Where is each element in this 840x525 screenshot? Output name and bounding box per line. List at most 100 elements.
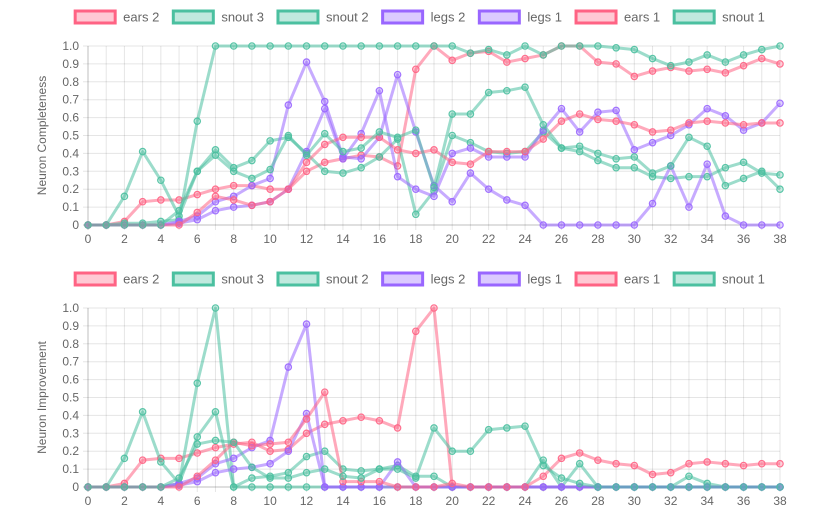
c1-series-0-point-10[interactable]: [266, 447, 274, 456]
c1-legend-item-0[interactable]: ears 2: [73, 271, 159, 287]
c0-series-5-point-7[interactable]: [211, 192, 220, 201]
c1-series-6-point-35[interactable]: [721, 483, 730, 491]
c0-series-5-point-6[interactable]: [193, 208, 202, 217]
c0-series-1-point-10[interactable]: [266, 137, 274, 145]
c0-series-6-point-19[interactable]: [430, 183, 438, 192]
c1-series-3-point-17[interactable]: [393, 458, 402, 466]
c0-series-3-point-26[interactable]: [557, 104, 566, 113]
c0-series-2-point-23[interactable]: [503, 51, 511, 59]
c0-series-0-point-4[interactable]: [157, 196, 165, 204]
c0-series-6-point-1[interactable]: [102, 221, 111, 229]
c0-series-1-point-3[interactable]: [138, 147, 147, 156]
c0-series-0-point-28[interactable]: [594, 58, 602, 66]
c0-series-6-point-35[interactable]: [721, 181, 730, 190]
c1-series-5-point-12[interactable]: [302, 415, 311, 423]
c0-series-6-point-25[interactable]: [539, 120, 548, 129]
c0-series-1-point-9[interactable]: [248, 156, 256, 165]
c0-series-0-point-18[interactable]: [411, 65, 420, 74]
c0-series-5-point-27[interactable]: [575, 110, 584, 118]
c1-legend-item-1[interactable]: snout 3: [171, 271, 264, 287]
c1-series-6-point-20[interactable]: [448, 447, 457, 456]
c1-series-4-point-11[interactable]: [284, 363, 293, 371]
c0-series-3-point-21[interactable]: [466, 144, 475, 152]
c0-series-5-point-22[interactable]: [484, 147, 493, 156]
c1-series-5-point-29[interactable]: [612, 459, 620, 468]
c0-series-3-point-23[interactable]: [503, 153, 511, 161]
c0-series-4-point-36[interactable]: [739, 221, 748, 229]
c0-series-6-point-20[interactable]: [448, 110, 457, 118]
c1-series-6-point-32[interactable]: [666, 483, 675, 491]
c1-series-5-point-30[interactable]: [630, 461, 639, 470]
c0-series-0-point-6[interactable]: [193, 190, 202, 199]
c0-series-6-point-23[interactable]: [503, 86, 511, 95]
c0-series-6-point-2[interactable]: [120, 221, 129, 229]
c0-series-4-point-7[interactable]: [211, 197, 220, 206]
c1-series-6-point-27[interactable]: [575, 479, 584, 488]
c1-series-1-point-33[interactable]: [685, 472, 693, 481]
c0-series-1-point-30[interactable]: [630, 163, 639, 172]
c0-series-0-point-38[interactable]: [776, 60, 784, 68]
c1-series-5-point-25[interactable]: [539, 472, 548, 481]
c1-series-5-point-6[interactable]: [193, 472, 202, 481]
c1-series-6-point-8[interactable]: [229, 438, 238, 447]
c0-series-5-point-13[interactable]: [320, 140, 329, 149]
c0-series-0-point-20[interactable]: [448, 56, 457, 65]
c1-series-0-point-18[interactable]: [411, 327, 420, 336]
c1-series-5-point-9[interactable]: [248, 442, 256, 450]
c0-series-5-point-25[interactable]: [539, 135, 548, 143]
c1-series-6-point-6[interactable]: [193, 440, 202, 448]
c0-series-5-point-35[interactable]: [721, 119, 730, 127]
c0-series-0-point-34[interactable]: [703, 65, 711, 74]
c1-series-5-point-31[interactable]: [648, 470, 657, 479]
c0-series-2-point-21[interactable]: [466, 49, 475, 57]
c1-series-6-point-15[interactable]: [357, 474, 365, 482]
c1-series-6-point-19[interactable]: [430, 424, 438, 432]
c0-series-1-point-29[interactable]: [612, 163, 620, 172]
c0-series-5-point-9[interactable]: [248, 201, 256, 210]
c1-series-6-point-34[interactable]: [703, 483, 711, 491]
c0-series-2-point-32[interactable]: [666, 61, 675, 70]
c0-series-4-point-15[interactable]: [357, 154, 365, 163]
c0-series-4-point-12[interactable]: [302, 58, 311, 66]
c1-series-5-point-35[interactable]: [721, 459, 730, 468]
c0-series-3-point-19[interactable]: [430, 192, 438, 201]
c0-series-1-point-32[interactable]: [666, 174, 675, 183]
c0-series-0-point-36[interactable]: [739, 61, 748, 70]
c0-series-5-point-28[interactable]: [594, 115, 602, 124]
c1-series-5-point-27[interactable]: [575, 449, 584, 457]
c1-series-6-point-33[interactable]: [685, 483, 693, 491]
c0-series-3-point-8[interactable]: [229, 203, 238, 211]
c0-series-2-point-25[interactable]: [539, 51, 548, 59]
c0-series-3-point-22[interactable]: [484, 153, 493, 161]
c0-series-1-point-27[interactable]: [575, 147, 584, 156]
c0-series-0-point-37[interactable]: [757, 54, 766, 63]
c0-series-3-point-34[interactable]: [703, 104, 711, 113]
c1-series-5-point-13[interactable]: [320, 388, 329, 396]
c1-series-6-point-26[interactable]: [557, 474, 566, 482]
c0-series-1-point-7[interactable]: [211, 146, 220, 154]
c0-series-5-point-34[interactable]: [703, 117, 711, 125]
c0-series-0-point-29[interactable]: [612, 60, 620, 68]
c0-series-5-point-38[interactable]: [776, 119, 784, 127]
c0-series-5-point-24[interactable]: [521, 147, 529, 156]
c1-series-4-point-8[interactable]: [229, 454, 238, 463]
c0-series-3-point-17[interactable]: [393, 172, 402, 181]
c1-series-5-point-28[interactable]: [594, 456, 602, 464]
c0-series-5-point-19[interactable]: [430, 146, 438, 154]
c0-series-5-point-10[interactable]: [266, 197, 274, 206]
c1-legend-item-6[interactable]: snout 1: [672, 271, 765, 287]
c0-series-5-point-36[interactable]: [739, 120, 748, 129]
c0-series-6-point-29[interactable]: [612, 154, 620, 163]
c0-series-6-point-18[interactable]: [411, 126, 420, 134]
c1-series-1-point-3[interactable]: [138, 408, 147, 416]
c0-series-5-point-16[interactable]: [375, 133, 384, 142]
c0-series-1-point-18[interactable]: [411, 210, 420, 219]
c0-series-0-point-13[interactable]: [320, 158, 329, 167]
c1-series-0-point-17[interactable]: [393, 424, 402, 432]
c0-series-1-point-21[interactable]: [466, 138, 475, 147]
c0-series-6-point-16[interactable]: [375, 128, 384, 136]
c0-series-5-point-26[interactable]: [557, 117, 566, 125]
c0-series-6-point-6[interactable]: [193, 167, 202, 176]
c0-series-4-point-35[interactable]: [721, 212, 730, 220]
c0-series-4-point-9[interactable]: [248, 181, 256, 190]
